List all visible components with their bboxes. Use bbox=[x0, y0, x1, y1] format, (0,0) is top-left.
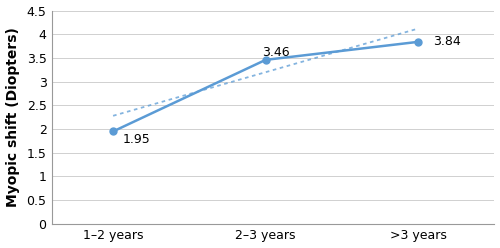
Text: 1.95: 1.95 bbox=[122, 133, 150, 147]
Text: 3.84: 3.84 bbox=[434, 35, 461, 48]
Text: 3.46: 3.46 bbox=[262, 46, 290, 59]
Y-axis label: Myopic shift (Diopters): Myopic shift (Diopters) bbox=[6, 27, 20, 207]
